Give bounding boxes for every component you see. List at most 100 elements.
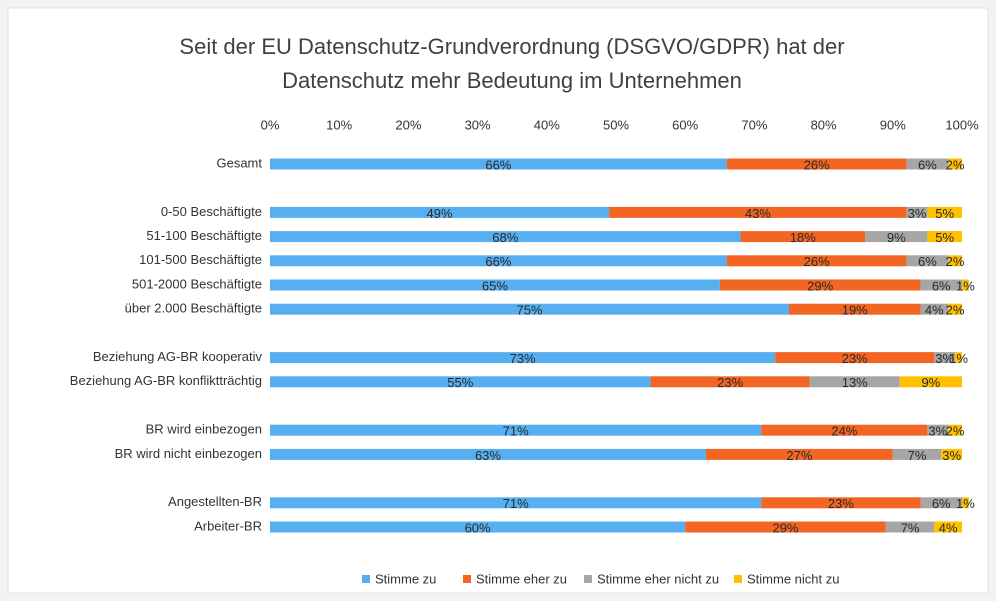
value-label: 75%	[516, 303, 542, 318]
value-label: 2%	[946, 157, 965, 172]
chart-title: Seit der EU Datenschutz-Grundverordnung …	[179, 34, 844, 59]
y-tick-label: über 2.000 Beschäftigte	[125, 301, 262, 316]
bar-segment	[270, 231, 741, 243]
bar-segment	[948, 158, 962, 170]
bar-segment	[948, 255, 962, 267]
bar-segment	[927, 231, 962, 243]
value-label: 24%	[831, 424, 857, 439]
value-label: 73%	[510, 351, 536, 366]
value-label: 29%	[807, 278, 833, 293]
y-tick-label: Arbeiter-BR	[194, 518, 262, 533]
bar-segment	[920, 279, 962, 291]
value-label: 66%	[485, 254, 511, 269]
value-label: 29%	[773, 520, 799, 535]
x-tick-label: 80%	[811, 117, 837, 132]
value-label: 3%	[935, 351, 954, 366]
x-tick-label: 30%	[465, 117, 491, 132]
legend-label: Stimme nicht zu	[747, 571, 839, 586]
bar-segment	[927, 206, 962, 218]
y-tick-label: BR wird einbezogen	[146, 422, 262, 437]
bar-segment	[726, 158, 907, 170]
bar-segment	[726, 255, 907, 267]
bar-segment	[962, 279, 969, 291]
value-label: 19%	[842, 303, 868, 318]
x-tick-label: 10%	[326, 117, 352, 132]
value-label: 2%	[946, 303, 965, 318]
bar-segment	[927, 424, 949, 436]
value-label: 23%	[842, 351, 868, 366]
x-tick-label: 100%	[945, 117, 979, 132]
bar-segment	[955, 352, 962, 364]
chart-title: Datenschutz mehr Bedeutung im Unternehme…	[282, 68, 742, 93]
bar-segment	[885, 521, 935, 533]
value-label: 6%	[932, 496, 951, 511]
value-label: 9%	[887, 230, 906, 245]
value-label: 27%	[786, 448, 812, 463]
value-label: 26%	[804, 254, 830, 269]
bar-segment	[941, 448, 962, 460]
bar-segment	[865, 231, 928, 243]
value-label: 2%	[946, 424, 965, 439]
x-tick-label: 40%	[534, 117, 560, 132]
value-label: 1%	[956, 496, 975, 511]
value-label: 6%	[932, 278, 951, 293]
value-label: 7%	[901, 520, 920, 535]
value-label: 65%	[482, 278, 508, 293]
bar-segment	[906, 255, 949, 267]
x-tick-label: 70%	[741, 117, 767, 132]
y-tick-label: Angestellten-BR	[168, 494, 262, 509]
x-tick-label: 0%	[261, 117, 280, 132]
bar-segment	[270, 255, 727, 267]
bar-segment	[685, 521, 886, 533]
legend-swatch	[463, 575, 471, 583]
value-label: 6%	[918, 254, 937, 269]
bar-segment	[906, 158, 949, 170]
bar-segment	[270, 206, 610, 218]
value-label: 68%	[492, 230, 518, 245]
value-label: 5%	[935, 206, 954, 221]
bar-segment	[705, 448, 893, 460]
bar-segment	[270, 352, 776, 364]
bar-segment	[948, 424, 962, 436]
bar-segment	[270, 521, 686, 533]
bar-segment	[609, 206, 907, 218]
bar-segment	[899, 376, 962, 388]
value-label: 26%	[804, 157, 830, 172]
y-tick-label: Beziehung AG-BR kooperativ	[93, 349, 263, 364]
x-tick-label: 90%	[880, 117, 906, 132]
bar-segment	[761, 497, 921, 509]
x-tick-label: 20%	[395, 117, 421, 132]
y-tick-label: Beziehung AG-BR konfliktträchtig	[70, 373, 262, 388]
value-label: 18%	[790, 230, 816, 245]
value-label: 3%	[928, 424, 947, 439]
value-label: 5%	[935, 230, 954, 245]
value-label: 66%	[485, 157, 511, 172]
bar-segment	[920, 497, 962, 509]
bar-segment	[650, 376, 810, 388]
bar-segment	[270, 448, 706, 460]
value-label: 3%	[942, 448, 961, 463]
bar-segment	[270, 497, 762, 509]
legend-swatch	[734, 575, 742, 583]
bar-segment	[809, 376, 900, 388]
value-label: 1%	[956, 278, 975, 293]
x-tick-label: 60%	[672, 117, 698, 132]
value-label: 6%	[918, 157, 937, 172]
bar-segment	[270, 158, 727, 170]
bar-segment	[906, 206, 928, 218]
bar-segment	[761, 424, 928, 436]
value-label: 7%	[908, 448, 927, 463]
y-tick-label: 501-2000 Beschäftigte	[132, 276, 262, 291]
y-tick-label: Gesamt	[216, 155, 262, 170]
x-tick-label: 50%	[603, 117, 629, 132]
y-tick-label: 0-50 Beschäftigte	[161, 204, 262, 219]
bar-segment	[775, 352, 935, 364]
y-tick-label: 51-100 Beschäftigte	[146, 228, 262, 243]
value-label: 4%	[925, 303, 944, 318]
chart-panel	[7, 7, 989, 594]
bar-segment	[948, 303, 962, 315]
value-label: 63%	[475, 448, 501, 463]
bar-segment	[270, 279, 720, 291]
